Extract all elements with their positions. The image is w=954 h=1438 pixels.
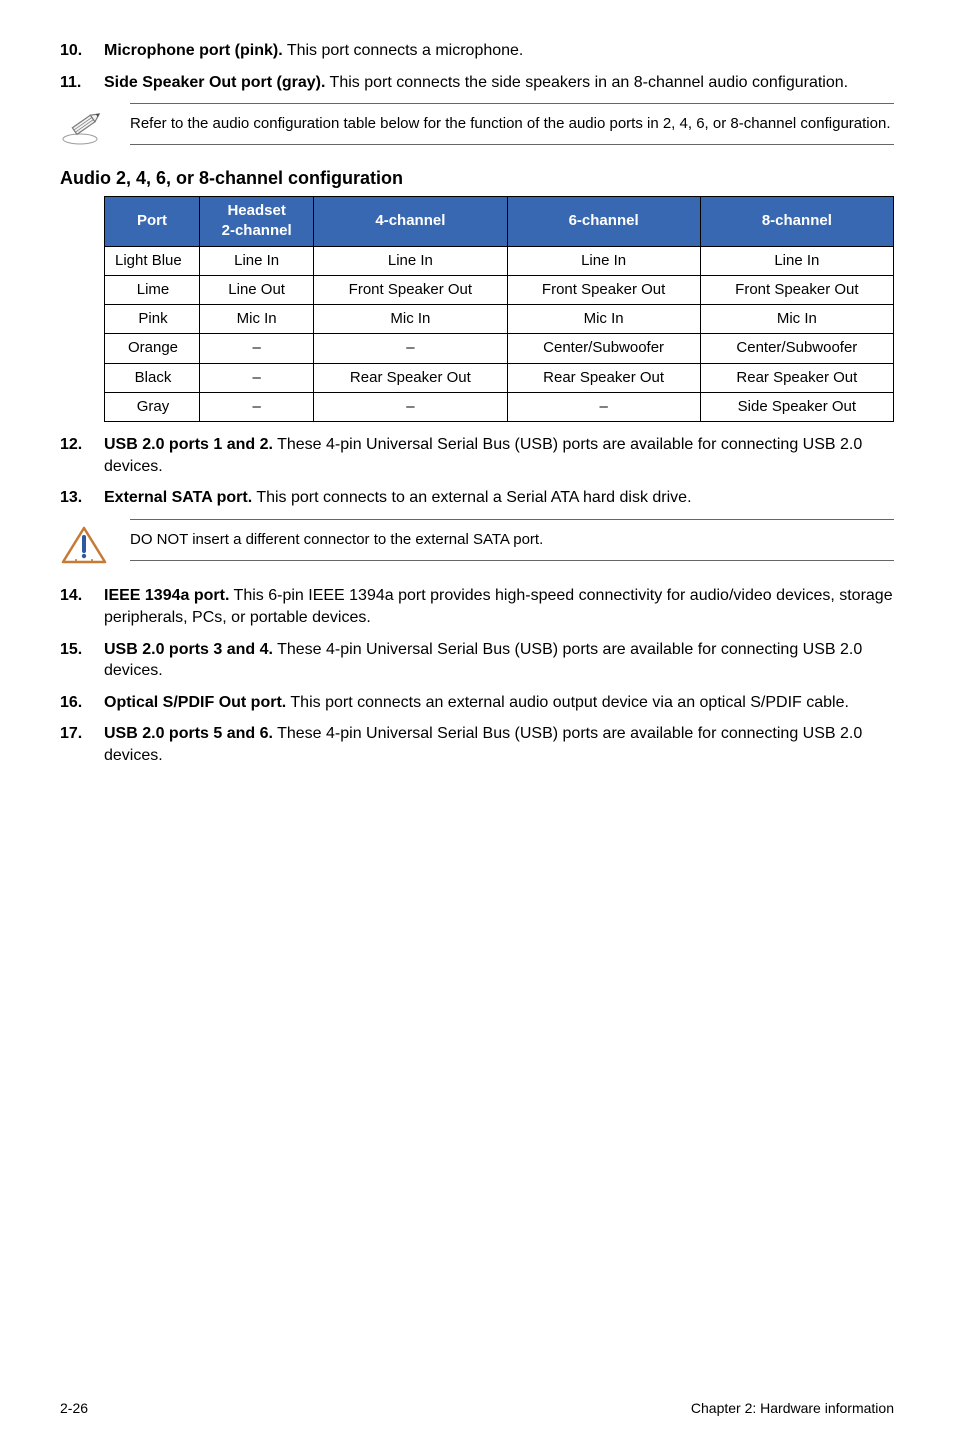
cell: Mic In xyxy=(314,305,507,334)
cell: Mic In xyxy=(200,305,314,334)
note-text: Refer to the audio configuration table b… xyxy=(130,103,894,145)
page-footer: 2-26 Chapter 2: Hardware information xyxy=(60,1379,894,1418)
table-row: Light Blue Line In Line In Line In Line … xyxy=(105,246,894,275)
item-number: 10. xyxy=(60,40,104,62)
note-sata-warning: DO NOT insert a different connector to t… xyxy=(60,519,894,572)
item-body: IEEE 1394a port. This 6-pin IEEE 1394a p… xyxy=(104,585,894,628)
item-body: USB 2.0 ports 3 and 4. These 4-pin Unive… xyxy=(104,639,894,682)
item-11: 11. Side Speaker Out port (gray). This p… xyxy=(60,72,894,94)
note-audio-config: Refer to the audio configuration table b… xyxy=(60,103,894,152)
cell: – xyxy=(507,392,700,421)
item-bold: Microphone port (pink). xyxy=(104,42,283,59)
table-row: Lime Line Out Front Speaker Out Front Sp… xyxy=(105,275,894,304)
item-bold: Optical S/PDIF Out port. xyxy=(104,694,286,711)
note-text: DO NOT insert a different connector to t… xyxy=(130,519,894,561)
item-body: External SATA port. This port connects t… xyxy=(104,487,894,509)
cell: Black xyxy=(105,363,200,392)
item-text: This port connects the side speakers in … xyxy=(325,74,848,91)
warning-triangle-icon xyxy=(60,519,130,572)
item-12: 12. USB 2.0 ports 1 and 2. These 4-pin U… xyxy=(60,434,894,477)
item-number: 14. xyxy=(60,585,104,628)
th-6ch: 6-channel xyxy=(507,197,700,247)
item-number: 17. xyxy=(60,723,104,766)
item-bold: USB 2.0 ports 3 and 4. xyxy=(104,641,273,658)
cell: Pink xyxy=(105,305,200,334)
item-text: This port connects to an external a Seri… xyxy=(252,489,691,506)
item-14: 14. IEEE 1394a port. This 6-pin IEEE 139… xyxy=(60,585,894,628)
item-16: 16. Optical S/PDIF Out port. This port c… xyxy=(60,692,894,714)
th-4ch: 4-channel xyxy=(314,197,507,247)
audio-table-heading: Audio 2, 4, 6, or 8-channel configuratio… xyxy=(60,166,894,190)
item-bold: External SATA port. xyxy=(104,489,252,506)
cell: Lime xyxy=(105,275,200,304)
item-body: USB 2.0 ports 1 and 2. These 4-pin Unive… xyxy=(104,434,894,477)
cell: Line In xyxy=(507,246,700,275)
item-number: 15. xyxy=(60,639,104,682)
cell: Mic In xyxy=(507,305,700,334)
item-17: 17. USB 2.0 ports 5 and 6. These 4-pin U… xyxy=(60,723,894,766)
cell: Rear Speaker Out xyxy=(314,363,507,392)
item-number: 11. xyxy=(60,72,104,94)
table-row: Pink Mic In Mic In Mic In Mic In xyxy=(105,305,894,334)
cell: Center/Subwoofer xyxy=(507,334,700,363)
item-body: Optical S/PDIF Out port. This port conne… xyxy=(104,692,894,714)
footer-chapter: Chapter 2: Hardware information xyxy=(691,1399,894,1418)
item-body: Side Speaker Out port (gray). This port … xyxy=(104,72,894,94)
th-8ch: 8-channel xyxy=(700,197,893,247)
table-body: Light Blue Line In Line In Line In Line … xyxy=(105,246,894,422)
cell: Line Out xyxy=(200,275,314,304)
th-2ch: Headset 2-channel xyxy=(200,197,314,247)
item-15: 15. USB 2.0 ports 3 and 4. These 4-pin U… xyxy=(60,639,894,682)
list-items-10-11: 10. Microphone port (pink). This port co… xyxy=(60,40,894,93)
item-10: 10. Microphone port (pink). This port co… xyxy=(60,40,894,62)
table-header-row: Port Headset 2-channel 4-channel 6-chann… xyxy=(105,197,894,247)
cell: Front Speaker Out xyxy=(700,275,893,304)
item-bold: USB 2.0 ports 5 and 6. xyxy=(104,725,273,742)
th-port: Port xyxy=(105,197,200,247)
cell: Rear Speaker Out xyxy=(507,363,700,392)
cell: Front Speaker Out xyxy=(314,275,507,304)
item-number: 12. xyxy=(60,434,104,477)
cell: Light Blue xyxy=(105,246,200,275)
item-body: Microphone port (pink). This port connec… xyxy=(104,40,894,62)
item-bold: Side Speaker Out port (gray). xyxy=(104,74,325,91)
list-items-12-13: 12. USB 2.0 ports 1 and 2. These 4-pin U… xyxy=(60,434,894,509)
pencil-icon xyxy=(60,103,130,152)
footer-page-number: 2-26 xyxy=(60,1399,88,1418)
item-bold: IEEE 1394a port. xyxy=(104,587,229,604)
item-number: 16. xyxy=(60,692,104,714)
cell: Mic In xyxy=(700,305,893,334)
cell: Gray xyxy=(105,392,200,421)
table-row: Gray – – – Side Speaker Out xyxy=(105,392,894,421)
table-row: Black – Rear Speaker Out Rear Speaker Ou… xyxy=(105,363,894,392)
cell: Line In xyxy=(200,246,314,275)
cell: – xyxy=(200,363,314,392)
cell: – xyxy=(314,334,507,363)
cell: – xyxy=(314,392,507,421)
item-13: 13. External SATA port. This port connec… xyxy=(60,487,894,509)
item-bold: USB 2.0 ports 1 and 2. xyxy=(104,436,273,453)
item-text: This port connects a microphone. xyxy=(283,42,524,59)
audio-config-table: Port Headset 2-channel 4-channel 6-chann… xyxy=(104,196,894,422)
table-row: Orange – – Center/Subwoofer Center/Subwo… xyxy=(105,334,894,363)
item-number: 13. xyxy=(60,487,104,509)
cell: Rear Speaker Out xyxy=(700,363,893,392)
cell: Center/Subwoofer xyxy=(700,334,893,363)
cell: – xyxy=(200,392,314,421)
cell: Orange xyxy=(105,334,200,363)
cell: Line In xyxy=(700,246,893,275)
cell: Side Speaker Out xyxy=(700,392,893,421)
cell: Front Speaker Out xyxy=(507,275,700,304)
cell: Line In xyxy=(314,246,507,275)
cell: – xyxy=(200,334,314,363)
item-text: This port connects an external audio out… xyxy=(286,694,849,711)
list-items-14-17: 14. IEEE 1394a port. This 6-pin IEEE 139… xyxy=(60,585,894,766)
item-body: USB 2.0 ports 5 and 6. These 4-pin Unive… xyxy=(104,723,894,766)
